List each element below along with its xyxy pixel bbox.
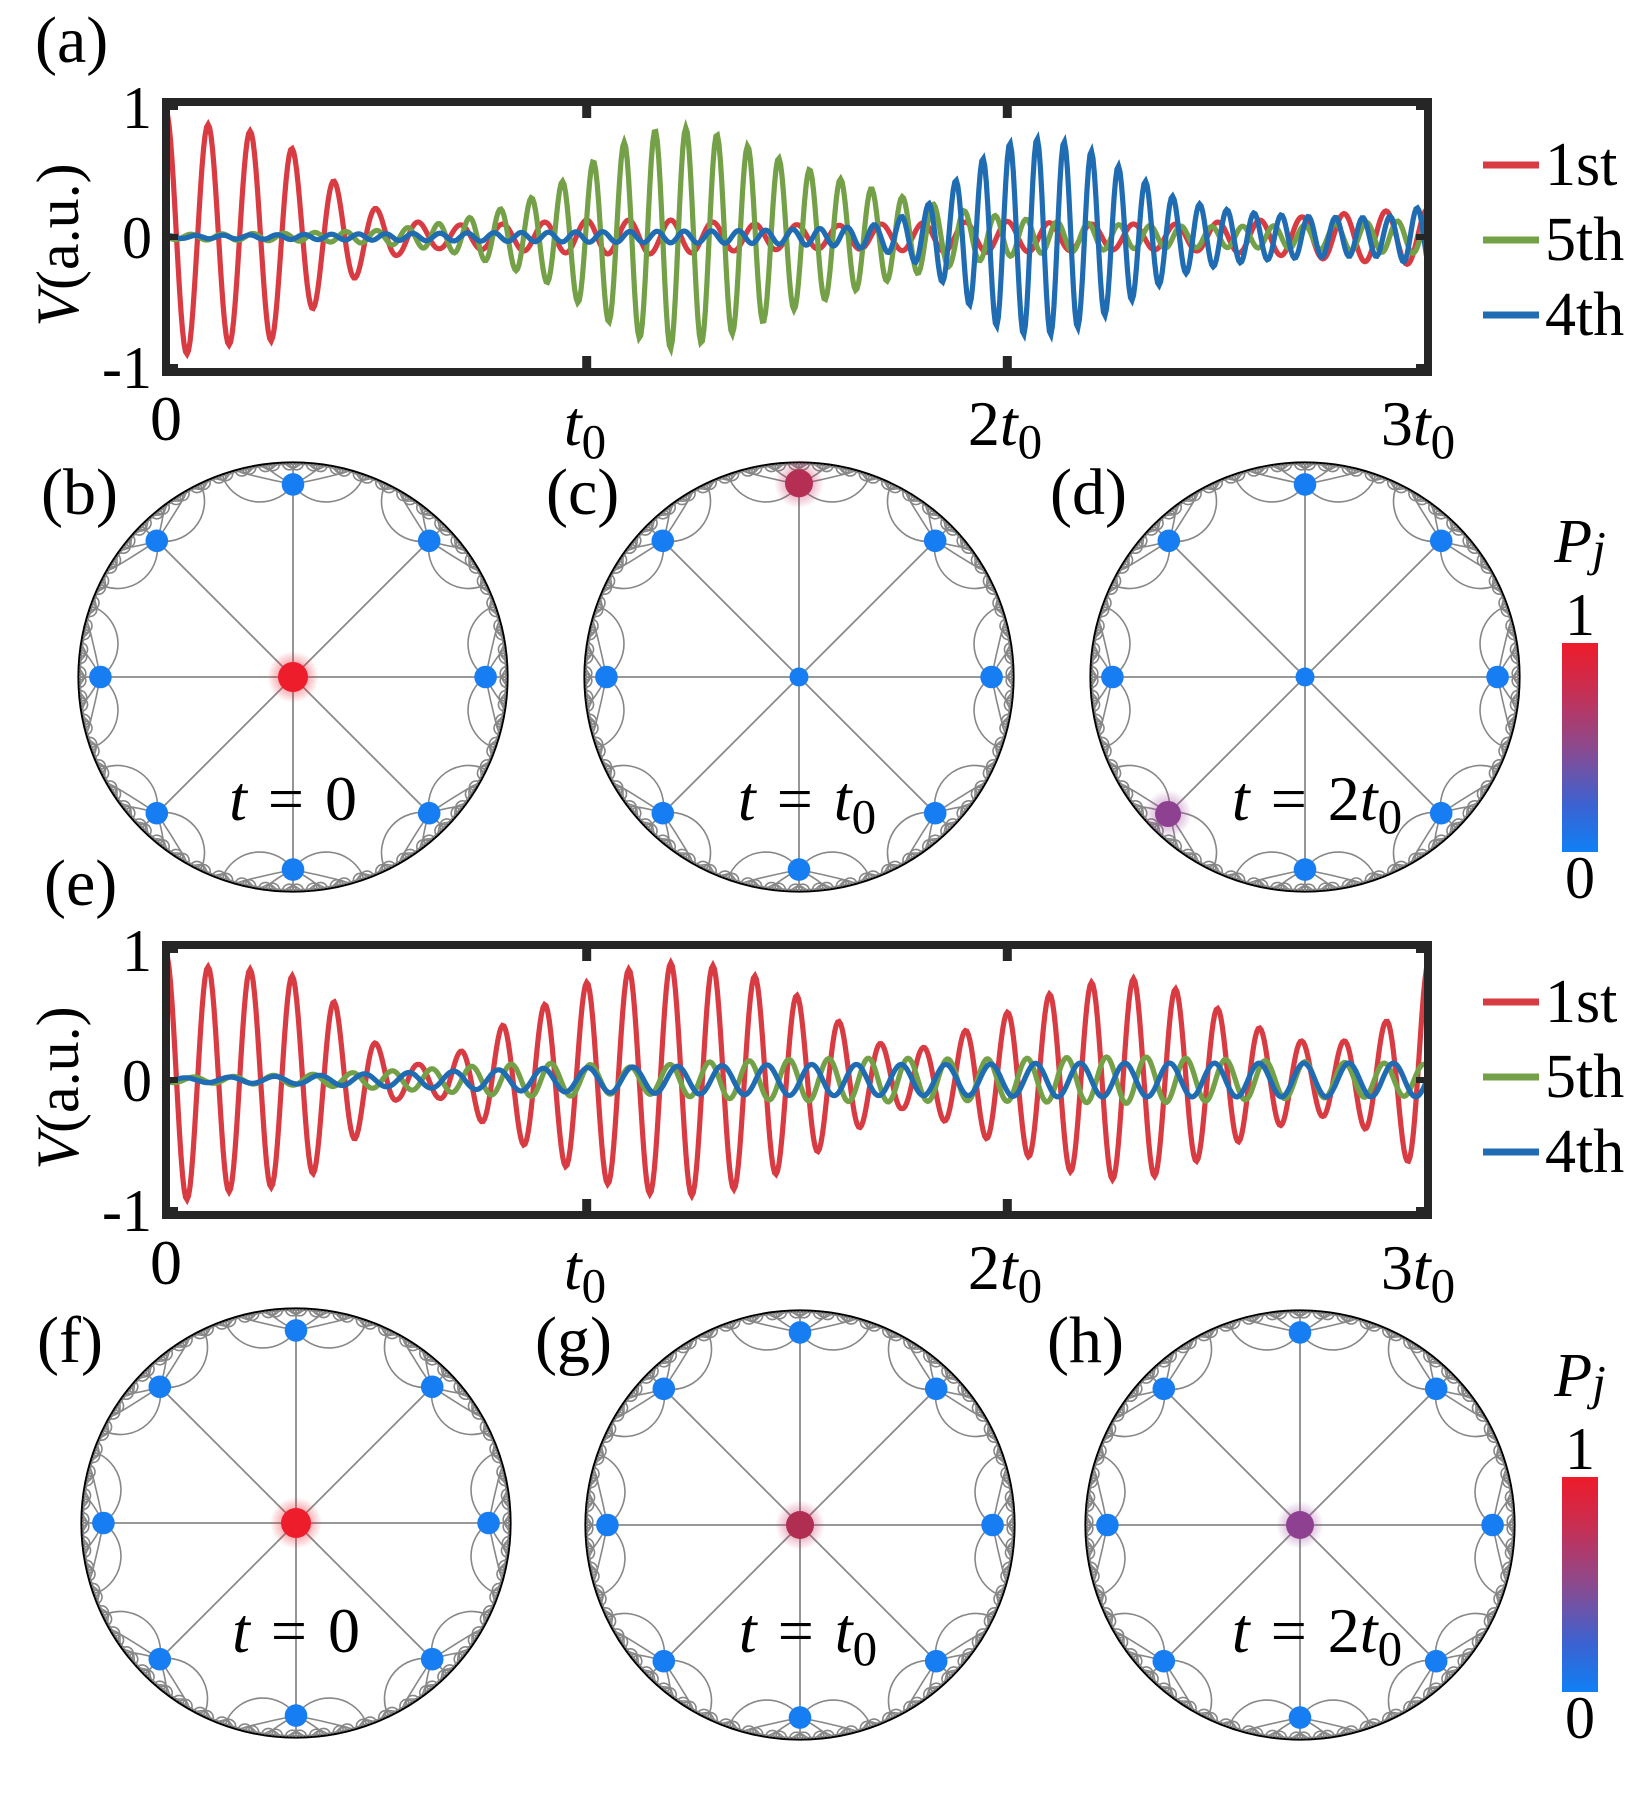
- svg-text:t = 2t0: t = 2t0: [1232, 763, 1402, 844]
- svg-text:5th: 5th: [1545, 206, 1624, 274]
- svg-text:1st: 1st: [1545, 131, 1617, 199]
- svg-text:4th: 4th: [1545, 1118, 1624, 1186]
- svg-text:(a): (a): [35, 4, 108, 77]
- svg-text:5th: 5th: [1545, 1043, 1624, 1111]
- svg-text:(h): (h): [1047, 1304, 1124, 1377]
- svg-text:V(a.u.): V(a.u.): [25, 163, 91, 326]
- svg-text:Pj: Pj: [1553, 1342, 1606, 1410]
- svg-text:(b): (b): [41, 456, 118, 529]
- svg-text:-1: -1: [102, 1178, 152, 1244]
- svg-text:t = 0: t = 0: [229, 763, 357, 834]
- svg-text:0: 0: [1565, 845, 1595, 911]
- svg-text:(d): (d): [1050, 456, 1127, 529]
- svg-text:1st: 1st: [1545, 968, 1617, 1036]
- svg-text:0: 0: [122, 205, 152, 271]
- svg-text:4th: 4th: [1545, 281, 1624, 349]
- svg-text:0: 0: [1565, 1685, 1595, 1751]
- svg-text:1: 1: [1565, 1416, 1595, 1482]
- svg-text:1: 1: [1565, 582, 1595, 648]
- svg-text:t = 0: t = 0: [232, 1595, 360, 1666]
- svg-text:(f): (f): [37, 1304, 103, 1377]
- svg-text:-1: -1: [102, 335, 152, 401]
- svg-text:(g): (g): [535, 1304, 612, 1377]
- svg-text:0: 0: [150, 383, 182, 454]
- svg-text:t = t0: t = t0: [738, 763, 876, 844]
- svg-text:t = 2t0: t = 2t0: [1232, 1595, 1402, 1676]
- svg-text:(c): (c): [546, 456, 619, 529]
- svg-text:t = t0: t = t0: [739, 1595, 877, 1676]
- svg-text:1: 1: [122, 75, 152, 141]
- svg-text:(e): (e): [44, 847, 117, 920]
- svg-text:0: 0: [122, 1048, 152, 1114]
- svg-text:1: 1: [122, 918, 152, 984]
- svg-text:V(a.u.): V(a.u.): [25, 1006, 91, 1169]
- svg-text:0: 0: [150, 1227, 182, 1298]
